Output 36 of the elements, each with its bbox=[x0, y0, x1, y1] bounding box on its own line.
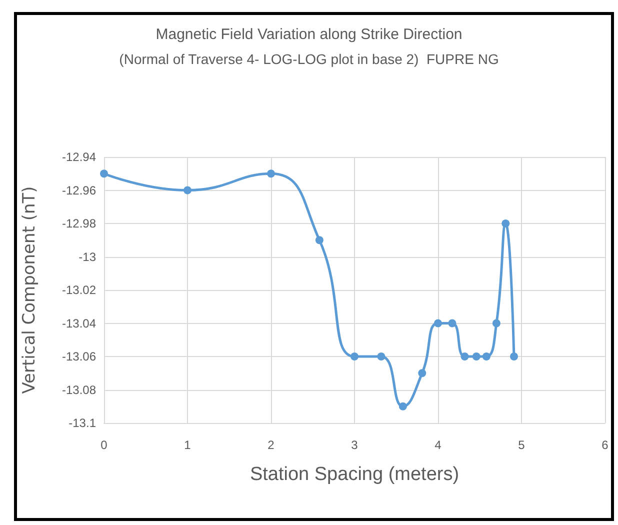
x-tick-label: 2 bbox=[268, 438, 275, 452]
point bbox=[482, 352, 490, 360]
point bbox=[510, 352, 518, 360]
y-tick-label: -13.08 bbox=[62, 382, 96, 397]
y-tick-label: -13.02 bbox=[62, 283, 96, 297]
point bbox=[502, 220, 510, 228]
x-tick-label: 6 bbox=[602, 438, 609, 452]
point bbox=[460, 352, 469, 360]
x-axis-title: Station Spacing (meters) bbox=[250, 464, 460, 485]
point bbox=[350, 352, 358, 360]
point bbox=[184, 186, 192, 194]
point bbox=[267, 170, 275, 178]
point bbox=[315, 236, 324, 244]
point bbox=[398, 402, 407, 410]
y-tick-label: -13.1 bbox=[68, 416, 96, 430]
point bbox=[434, 319, 442, 328]
point bbox=[472, 352, 480, 360]
y-tick-label: -13.06 bbox=[62, 350, 96, 364]
y-tick-label: -13 bbox=[78, 250, 96, 264]
y-tick-label: -13.04 bbox=[62, 316, 96, 330]
y-tick-label: -12.98 bbox=[62, 216, 96, 230]
point bbox=[418, 369, 426, 378]
x-tick-label: 1 bbox=[184, 438, 192, 452]
y-tick-label: -12.96 bbox=[62, 183, 96, 198]
chart-title: Magnetic Field Variation along Strike Direction bbox=[156, 26, 462, 43]
x-tick-label: 5 bbox=[518, 438, 526, 452]
point bbox=[100, 170, 108, 178]
x-tick-label: 3 bbox=[351, 438, 358, 452]
chart-subtitle: (Normal of Traverse 4- LOG-LOG plot in base 2) FUPRE NG bbox=[119, 51, 499, 67]
x-tick-label: 4 bbox=[434, 438, 442, 452]
y-tick-label: -12.94 bbox=[62, 150, 96, 164]
point bbox=[492, 319, 500, 328]
y-axis-title: Vertical Component (nT) bbox=[20, 186, 40, 394]
x-tick-label: 0 bbox=[100, 438, 108, 452]
point bbox=[377, 352, 386, 360]
point bbox=[448, 319, 456, 328]
